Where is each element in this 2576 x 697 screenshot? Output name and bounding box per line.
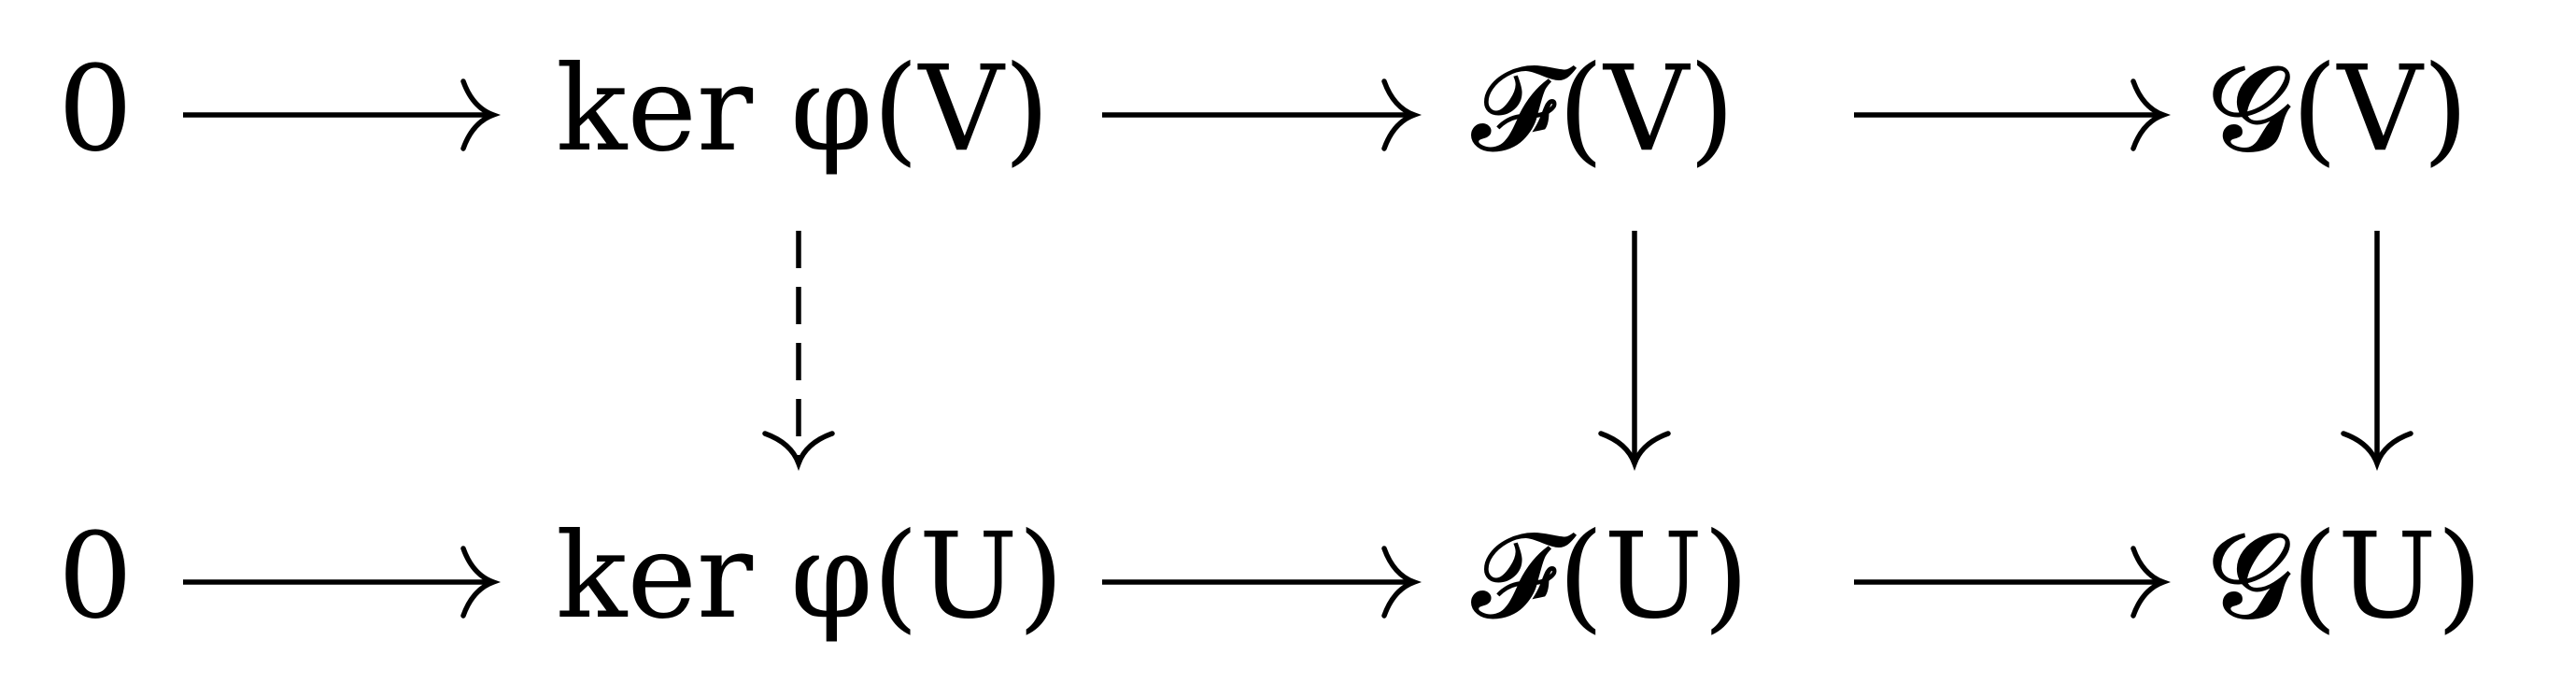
arrow-bottom-ker-to-F [1102, 546, 1422, 619]
node-bottom-ker: ker φ(U) [556, 507, 1064, 645]
arrow-top-F-to-G [1854, 78, 2172, 151]
arrow-dashed-ker-down [762, 231, 835, 472]
arrow-top-ker-to-F [1102, 78, 1422, 151]
arrow-G-down [2341, 231, 2413, 472]
arrow-bottom-F-to-G [1854, 546, 2172, 619]
node-bottom-zero: 0 [58, 507, 133, 645]
node-top-F: 𝓕(V) [1471, 40, 1734, 178]
node-top-zero: 0 [58, 40, 133, 178]
node-bottom-F: 𝓕(U) [1471, 507, 1749, 645]
arrow-bottom-zero-to-ker [183, 546, 502, 619]
arrow-F-down [1598, 231, 1671, 472]
node-top-G: 𝓖(V) [2209, 40, 2469, 178]
arrow-top-zero-to-ker [183, 78, 502, 151]
node-bottom-G: 𝓖(U) [2209, 507, 2483, 645]
node-top-ker: ker φ(V) [556, 40, 1050, 178]
